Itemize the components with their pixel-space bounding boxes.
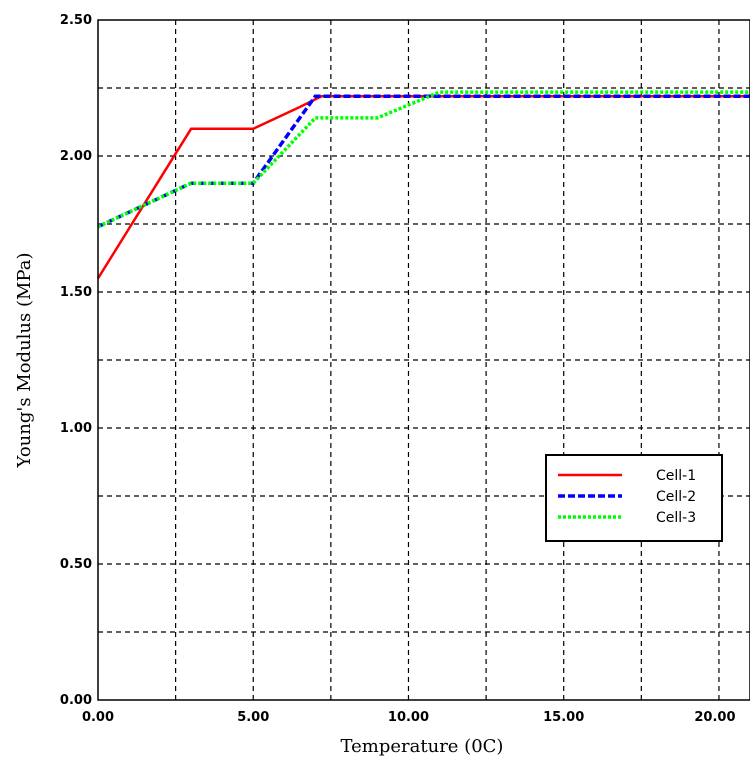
legend-label: Cell-2 [656, 489, 696, 505]
series-line-cell-1 [96, 94, 750, 280]
legend-label: Cell-3 [656, 510, 696, 526]
y-tick-label: 1.00 [60, 421, 92, 436]
y-tick-label: 1.50 [60, 285, 92, 300]
x-tick-label: 0.00 [82, 710, 114, 725]
x-tick-label: 10.00 [388, 710, 429, 725]
x-tick-label: 5.00 [237, 710, 269, 725]
y-tick-label: 0.50 [60, 557, 92, 572]
y-axis-title: Young's Modulus (MPa) [14, 253, 35, 469]
x-tick-label: 15.00 [543, 710, 584, 725]
grid-lines [98, 20, 750, 700]
y-tick-label: 0.00 [60, 693, 92, 708]
plot-frame [97, 19, 750, 701]
series-line-cell-2 [97, 94, 750, 229]
series-line-cell-3 [97, 90, 750, 229]
x-axis-title: Temperature (0C) [341, 736, 504, 757]
legend: Cell-1 Cell-2 Cell-3 [545, 454, 723, 542]
y-tick-label: 2.50 [60, 13, 92, 28]
legend-box [545, 454, 723, 542]
y-tick-labels: 0.00 0.50 1.00 1.50 2.00 2.50 [60, 13, 92, 708]
legend-label: Cell-1 [656, 468, 696, 484]
series-layer [96, 90, 750, 280]
y-tick-label: 2.00 [60, 149, 92, 164]
x-tick-label: 20.00 [694, 710, 735, 725]
x-tick-labels: 0.00 5.00 10.00 15.00 20.00 [82, 710, 736, 725]
